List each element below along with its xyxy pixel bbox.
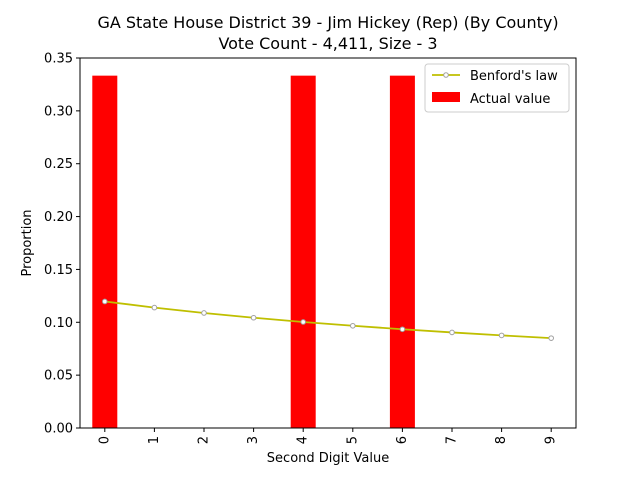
benford-point-3 — [250, 314, 257, 321]
y-tick-label: 0.30 — [44, 104, 73, 119]
legend: Benford's law Actual value — [424, 63, 570, 113]
legend-label-actual: Actual value — [470, 92, 550, 107]
y-tick-label: 0.20 — [44, 210, 73, 225]
x-tick-label: 9 — [544, 436, 559, 444]
benford-point-4 — [300, 319, 307, 325]
benford-point-2 — [201, 310, 207, 316]
x-tick-label: 0 — [97, 436, 112, 444]
x-axis-title: Second Digit Value — [267, 451, 389, 466]
x-tick-label: 1 — [147, 436, 162, 444]
x-tick-label: 3 — [246, 436, 261, 444]
x-tick-label: 6 — [395, 436, 410, 444]
bars-layer — [92, 75, 415, 428]
y-tick-label: 0.25 — [44, 157, 73, 172]
benford-point-7 — [449, 329, 455, 336]
x-tick-label: 2 — [197, 436, 212, 444]
y-axis-title: Proportion — [20, 209, 35, 276]
plot-frame — [79, 57, 577, 429]
benford-point-5 — [350, 322, 356, 329]
benford-line-layer — [102, 298, 555, 341]
bar-digit-6 — [389, 75, 415, 428]
x-tick-label: 5 — [345, 436, 360, 444]
y-axis: 0.00 0.05 0.10 0.15 0.20 0.25 0.30 0.35 — [44, 52, 80, 437]
benford-point-1 — [151, 304, 158, 311]
legend-box — [424, 63, 570, 113]
bar-digit-0 — [92, 75, 118, 428]
y-tick-label: 0.00 — [44, 422, 73, 437]
chart-title: GA State House District 39 - Jim Hickey … — [97, 13, 558, 32]
legend-bar-swatch — [432, 92, 460, 102]
x-tick-label: 4 — [296, 436, 311, 444]
benford-point-0 — [102, 298, 108, 305]
y-tick-label: 0.10 — [44, 316, 73, 331]
benford-point-6 — [399, 326, 406, 333]
benford-point-9 — [548, 335, 555, 341]
x-tick-label: 8 — [494, 436, 509, 444]
benford-point-8 — [498, 332, 505, 339]
y-tick-label: 0.05 — [44, 369, 73, 384]
benford-line — [104, 300, 552, 340]
y-tick-label: 0.15 — [44, 263, 73, 278]
legend-line-marker — [443, 72, 449, 78]
x-axis: 0 1 2 3 4 5 6 7 8 9 — [97, 428, 559, 444]
bar-digit-4 — [290, 75, 316, 428]
x-tick-label: 7 — [445, 436, 460, 444]
y-tick-label: 0.35 — [44, 52, 73, 67]
chart-subtitle: Vote Count - 4,411, Size - 3 — [218, 34, 437, 53]
legend-label-benford: Benford's law — [470, 69, 558, 84]
